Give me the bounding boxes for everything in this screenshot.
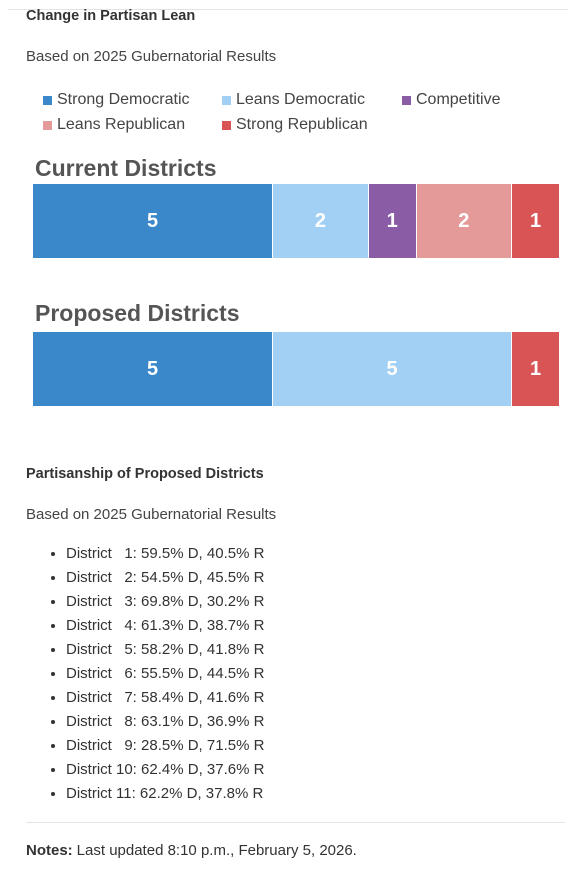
district-name: District 4: [66, 617, 137, 634]
bar-segment-strong-democratic: 5 [33, 332, 273, 406]
list-item: District 9: 28.5% D, 71.5% R [66, 736, 264, 760]
notes: Notes: Last updated 8:10 p.m., February 5… [26, 842, 357, 859]
district-value: 54.5% D, 45.5% R [141, 569, 265, 586]
bar-segment-leans-democratic: 2 [272, 184, 368, 258]
bar-segment-label: 1 [530, 357, 542, 380]
district-name: District 9: [66, 737, 137, 754]
bar-segment-leans-democratic: 5 [272, 332, 512, 406]
legend-swatch [43, 120, 52, 130]
list-item: District 10: 62.4% D, 37.6% R [66, 760, 264, 784]
district-name: District 7: [66, 689, 137, 706]
current-districts-title: Current Districts [35, 155, 217, 181]
legend-label: Strong Republican [236, 116, 368, 133]
legend-item-competitive: Competitive [402, 91, 500, 109]
district-name: District 5: [66, 641, 137, 658]
bar-segment-strong-republican: 1 [511, 332, 559, 406]
bar-segment-label: 2 [314, 209, 326, 232]
notes-text: Last updated 8:10 p.m., February 5, 2026… [76, 842, 357, 859]
legend-item-leans-republican: Leans Republican [43, 116, 185, 134]
legend-item-strong-republican: Strong Republican [222, 116, 368, 134]
legend-item-strong-democratic: Strong Democratic [43, 91, 190, 109]
district-value: 63.1% D, 36.9% R [141, 713, 265, 730]
district-name: District 3: [66, 593, 137, 610]
section-subtitle: Based on 2025 Gubernatorial Results [26, 506, 277, 523]
legend-label: Leans Republican [57, 116, 186, 133]
bar-segment-label: 5 [146, 209, 159, 232]
district-value: 59.5% D, 40.5% R [141, 545, 265, 562]
bottom-divider [26, 822, 565, 823]
district-name: District 8: [66, 713, 137, 730]
district-value: 62.2% D, 37.8% R [139, 785, 264, 802]
district-value: 58.4% D, 41.6% R [141, 689, 265, 706]
district-value: 61.3% D, 38.7% R [141, 617, 265, 634]
legend-label: Strong Democratic [57, 91, 190, 108]
list-item: District 7: 58.4% D, 41.6% R [66, 688, 264, 712]
legend-swatch [43, 95, 52, 105]
list-item: District 2: 54.5% D, 45.5% R [66, 568, 264, 592]
bar-segment-label: 1 [530, 209, 542, 232]
chart-legend: Strong Democratic Leans Democratic Compe… [43, 91, 543, 141]
list-item: District 8: 63.1% D, 36.9% R [66, 712, 264, 736]
proposed-districts-bar: 5 5 1 [33, 332, 559, 406]
district-value: 62.4% D, 37.6% R [141, 761, 265, 778]
legend-item-leans-democratic: Leans Democratic [222, 91, 365, 109]
bar-segment-strong-democratic: 5 [33, 184, 273, 258]
legend-label: Competitive [416, 91, 501, 108]
district-name: District 6: [66, 665, 137, 682]
district-name: District 1: [66, 545, 137, 562]
legend-swatch [402, 95, 411, 105]
section-title-partisan-lean: Change in Partisan Lean [26, 8, 196, 24]
bar-segment-strong-republican: 1 [511, 184, 559, 258]
legend-swatch [222, 120, 231, 130]
bar-segment-competitive: 1 [367, 184, 416, 258]
list-item: District 11: 62.2% D, 37.8% R [66, 784, 264, 808]
district-value: 55.5% D, 44.5% R [141, 665, 265, 682]
top-divider [8, 9, 568, 10]
list-item: District 5: 58.2% D, 41.8% R [66, 640, 264, 664]
legend-swatch [222, 95, 231, 105]
list-item: District 3: 69.8% D, 30.2% R [66, 592, 264, 616]
bar-segment-label: 2 [458, 209, 470, 232]
section-title-proposed-partisanship: Partisanship of Proposed Districts [26, 466, 264, 482]
list-item: District 1: 59.5% D, 40.5% R [66, 544, 264, 568]
district-value: 58.2% D, 41.8% R [141, 641, 265, 658]
district-name: District 2: [66, 569, 137, 586]
list-item: District 6: 55.5% D, 44.5% R [66, 664, 264, 688]
district-value: 69.8% D, 30.2% R [141, 593, 265, 610]
notes-label: Notes: [26, 842, 73, 859]
bar-segment-leans-republican: 2 [415, 184, 512, 258]
bar-segment-label: 1 [386, 209, 398, 232]
current-districts-bar: 5 2 1 2 1 [33, 184, 559, 258]
section-subtitle: Based on 2025 Gubernatorial Results [26, 48, 277, 65]
district-name: District 11: [66, 785, 136, 802]
district-value: 28.5% D, 71.5% R [141, 737, 265, 754]
bar-segment-label: 5 [386, 357, 398, 380]
district-name: District 10: [66, 761, 137, 778]
proposed-districts-title: Proposed Districts [35, 300, 240, 326]
bar-segment-label: 5 [146, 357, 159, 380]
legend-label: Leans Democratic [236, 91, 365, 108]
list-item: District 4: 61.3% D, 38.7% R [66, 616, 264, 640]
district-list: District 1: 59.5% D, 40.5% RDistrict 2: … [26, 544, 264, 808]
